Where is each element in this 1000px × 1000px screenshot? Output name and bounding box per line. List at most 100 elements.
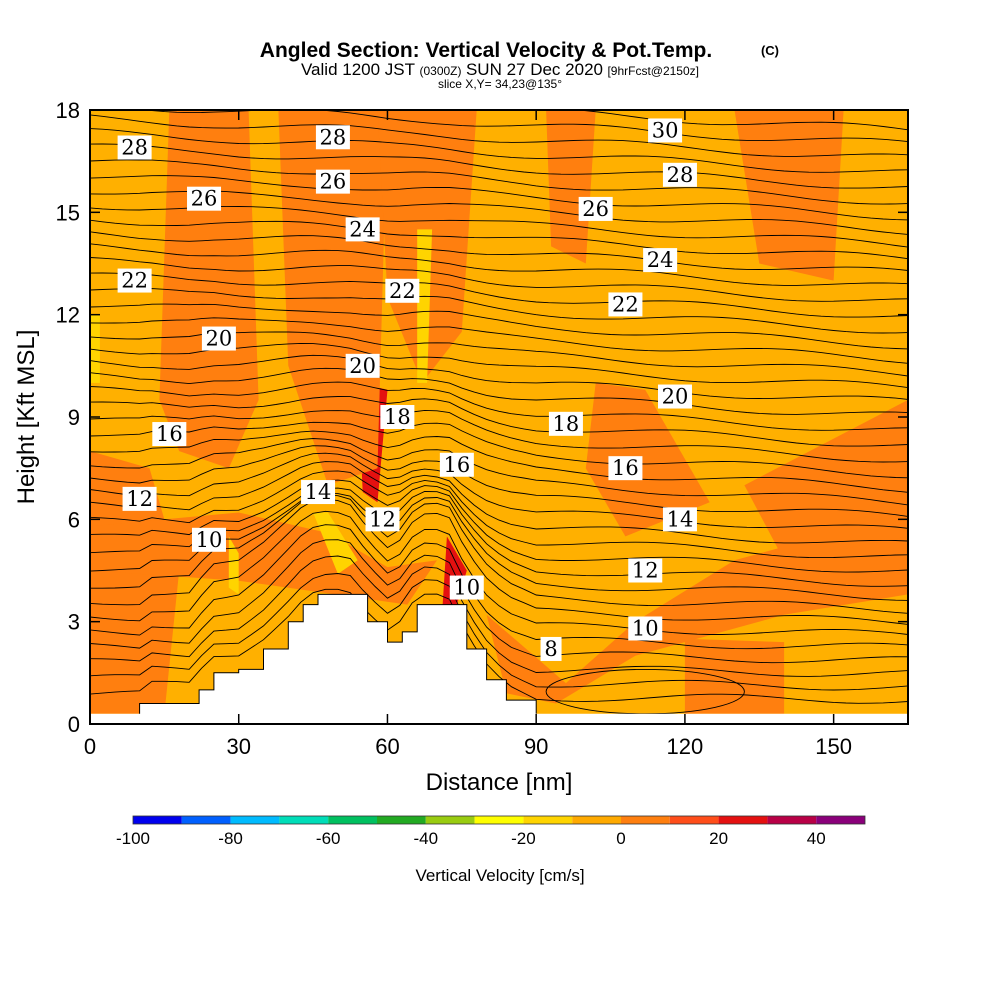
- theta-contour-line: [90, 367, 908, 415]
- weak-downdraft-regions: [90, 229, 433, 595]
- contour-label: 26: [187, 186, 222, 211]
- contour-label: 10: [449, 575, 484, 600]
- contour-label-box: [643, 248, 678, 273]
- contour-label-box: [548, 411, 583, 436]
- theta-contour-line: [90, 438, 908, 506]
- theta-contour-line: [90, 272, 908, 318]
- contour-label: 16: [439, 452, 474, 477]
- contour-label-text: 30: [652, 118, 679, 142]
- contour-label-box: [152, 422, 187, 447]
- moderate-updraft-band: [734, 110, 844, 281]
- colorbar-tick-label: -20: [511, 829, 536, 848]
- y-tick-label: 6: [68, 507, 80, 532]
- contour-label-text: 20: [206, 327, 233, 351]
- contour-label-box: [380, 405, 415, 429]
- contour-label-text: 20: [662, 385, 689, 409]
- contour-label-box: [365, 507, 400, 532]
- colorbar-swatch: [718, 816, 768, 824]
- y-tick-label: 12: [56, 303, 80, 328]
- colorbar-tick-label: -40: [414, 829, 439, 848]
- y-axis: 0 3 6 9 12 15 18: [56, 98, 908, 737]
- theta-contour-line: [90, 510, 908, 635]
- contour-label-box: [117, 135, 152, 160]
- slice-info: slice X,Y= 34,23@135°: [438, 77, 562, 91]
- y-tick-label: 0: [68, 712, 80, 737]
- contour-label-box: [201, 326, 236, 351]
- colorbar-swatch: [181, 816, 231, 824]
- theta-contour-line: [90, 288, 908, 334]
- theta-contour-line: [90, 231, 908, 271]
- moderate-updraft-band: [744, 399, 908, 561]
- theta-contour-line: [90, 396, 908, 447]
- contour-label: 16: [608, 456, 643, 481]
- contour-label-text: 18: [384, 405, 411, 429]
- theta-contour-line: [90, 498, 908, 625]
- contour-label: 12: [122, 486, 157, 511]
- theta-contour-line: [90, 452, 908, 529]
- contour-label: 20: [657, 384, 692, 409]
- theta-contour-line: [90, 445, 908, 517]
- contour-label-text: 24: [349, 217, 376, 241]
- contour-label: 26: [578, 196, 613, 221]
- colorbar-swatch: [523, 816, 573, 824]
- contour-label-text: 18: [553, 412, 580, 436]
- theta-contour-line: [432, 110, 908, 131]
- colorbar-frame: [132, 815, 866, 825]
- contour-label-text: 8: [544, 637, 557, 661]
- colorbar-tick-label: 20: [709, 829, 728, 848]
- contour-label-box: [315, 169, 350, 194]
- moderate-updraft-band: [90, 512, 437, 605]
- theta-contour-line: [90, 539, 908, 664]
- contour-label: 28: [315, 125, 350, 149]
- colorbar-swatch: [279, 816, 329, 824]
- contour-label-text: 26: [191, 187, 218, 211]
- x-axis: 0 30 60 90 120 150: [84, 110, 852, 759]
- contour-label-box: [608, 292, 643, 317]
- theta-contour-line: [90, 128, 908, 173]
- contour-label-box: [345, 353, 380, 378]
- theta-contour-line: [90, 219, 908, 260]
- contour-label: 24: [643, 248, 678, 273]
- weak-downdraft-band: [90, 314, 100, 383]
- theta-contour-line: [140, 110, 908, 143]
- contour-label-text: 14: [667, 507, 694, 531]
- colorbar-swatch: [621, 816, 670, 824]
- colorbar-swatch: [816, 816, 865, 824]
- contour-label-text: 22: [389, 279, 416, 303]
- theta-contour-line: [90, 588, 908, 704]
- contour-label-box: [187, 186, 222, 211]
- contour-label-text: 12: [126, 487, 153, 511]
- contour-label: 30: [648, 118, 683, 143]
- contour-label-text: 20: [349, 354, 376, 378]
- contour-label-box: [117, 268, 152, 293]
- terrain: [90, 593, 908, 724]
- x-tick-label: 60: [375, 734, 399, 759]
- theta-contour-line: [90, 143, 908, 189]
- contour-label-text: 22: [612, 292, 639, 316]
- contour-label-text: 26: [320, 170, 347, 194]
- colorbar-swatch: [230, 816, 280, 824]
- contour-label: 10: [191, 527, 226, 552]
- contour-label-box: [648, 118, 683, 143]
- theta-contour-line: [90, 257, 908, 302]
- contour-label: 26: [315, 169, 350, 194]
- contour-label: 22: [117, 268, 152, 293]
- colorbar-tick-label: -80: [218, 829, 243, 848]
- contour-label-box: [662, 162, 697, 187]
- colorbar-tick-label: 0: [616, 829, 625, 848]
- x-tick-label: 120: [667, 734, 704, 759]
- contour-label-text: 10: [632, 616, 659, 640]
- theta-contour-line: [90, 461, 908, 544]
- contour-label-box: [385, 278, 420, 303]
- theta-contour-line: [90, 243, 908, 286]
- contour-label: 24: [345, 217, 380, 242]
- x-tick-label: 0: [84, 734, 96, 759]
- moderate-updraft-band: [90, 451, 180, 714]
- theta-contour-line: [90, 524, 908, 650]
- theta-contour-line: [90, 470, 908, 559]
- contour-label: 20: [201, 326, 236, 351]
- colorbar-swatch: [425, 816, 475, 824]
